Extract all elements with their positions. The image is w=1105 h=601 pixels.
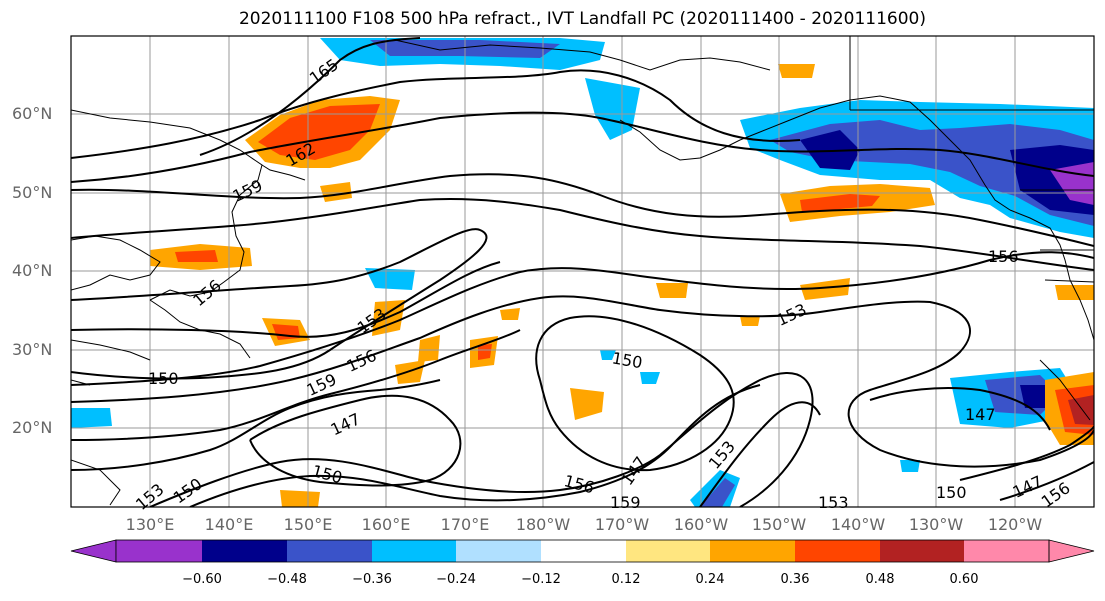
colorbar-swatch: [710, 540, 795, 562]
colorbar-tick-label: −0.60: [182, 572, 222, 587]
colorbar-tick-label: −0.24: [436, 572, 476, 587]
colorbar-tick-label: 0.36: [780, 572, 810, 587]
lon-label: 150°E: [283, 515, 333, 534]
height-contours: [71, 37, 1094, 507]
colorbar-tick-label: 0.24: [695, 572, 725, 587]
lon-label: 140°E: [204, 515, 254, 534]
colorbar-tick-label: 0.48: [865, 572, 895, 587]
colorbar-tick-label: 0.60: [949, 572, 979, 587]
map-border: [70, 35, 1095, 508]
colorbar-swatch: [116, 540, 202, 562]
lon-label: 150°W: [751, 515, 807, 534]
colorbar-swatch: [541, 540, 626, 562]
colorbar-tick-label: −0.48: [267, 572, 307, 587]
colorbar-swatch: [202, 540, 287, 562]
lon-label: 160°W: [673, 515, 729, 534]
contour-label: 156: [988, 247, 1019, 266]
contour-label: 165: [306, 55, 342, 88]
lat-label: 30°N: [12, 340, 53, 359]
colorbar-swatch: [964, 540, 1049, 562]
contour-label: 159: [610, 493, 641, 512]
colorbar-swatch: [795, 540, 880, 562]
colorbar-tick-label: −0.36: [352, 572, 392, 587]
contour-label: 156: [189, 276, 225, 310]
contour-label: 153: [705, 437, 739, 473]
lon-label: 180°W: [515, 515, 571, 534]
lon-label: 160°E: [361, 515, 411, 534]
colorbar: [70, 539, 1095, 563]
colorbar-swatch: [287, 540, 372, 562]
contour-label: 150: [936, 483, 967, 502]
colorbar-low-extend: [70, 539, 117, 563]
lat-label: 60°N: [12, 104, 53, 123]
contour-label: 153: [818, 493, 849, 512]
contour-label: 150: [148, 369, 179, 388]
colorbar-swatch: [456, 540, 541, 562]
lon-label: 130°W: [908, 515, 964, 534]
lat-label: 50°N: [12, 183, 53, 202]
contour-label: 153: [132, 480, 168, 514]
contour-label: 159: [230, 176, 266, 206]
colorbar-high-extend: [1048, 539, 1095, 563]
lon-label: 130°E: [125, 515, 175, 534]
contour-label: 147: [328, 409, 364, 439]
colorbar-tick-label: 0.12: [611, 572, 641, 587]
colorbar-swatch: [880, 540, 964, 562]
contour-label: 150: [611, 348, 644, 372]
lon-label: 140°W: [830, 515, 886, 534]
colorbar-tick-label: −0.12: [521, 572, 561, 587]
lat-label: 20°N: [12, 418, 53, 437]
lat-label: 40°N: [12, 261, 53, 280]
colorbar-swatch: [626, 540, 710, 562]
lon-label: 170°W: [594, 515, 650, 534]
contour-label: 150: [310, 461, 344, 487]
lon-label: 170°E: [440, 515, 490, 534]
lon-label: 120°W: [987, 515, 1043, 534]
contour-label: 147: [965, 405, 996, 424]
negative-anomaly-fill: [71, 38, 1094, 507]
map-title: 2020111100 F108 500 hPa refract., IVT La…: [238, 9, 926, 29]
colorbar-swatch: [372, 540, 456, 562]
